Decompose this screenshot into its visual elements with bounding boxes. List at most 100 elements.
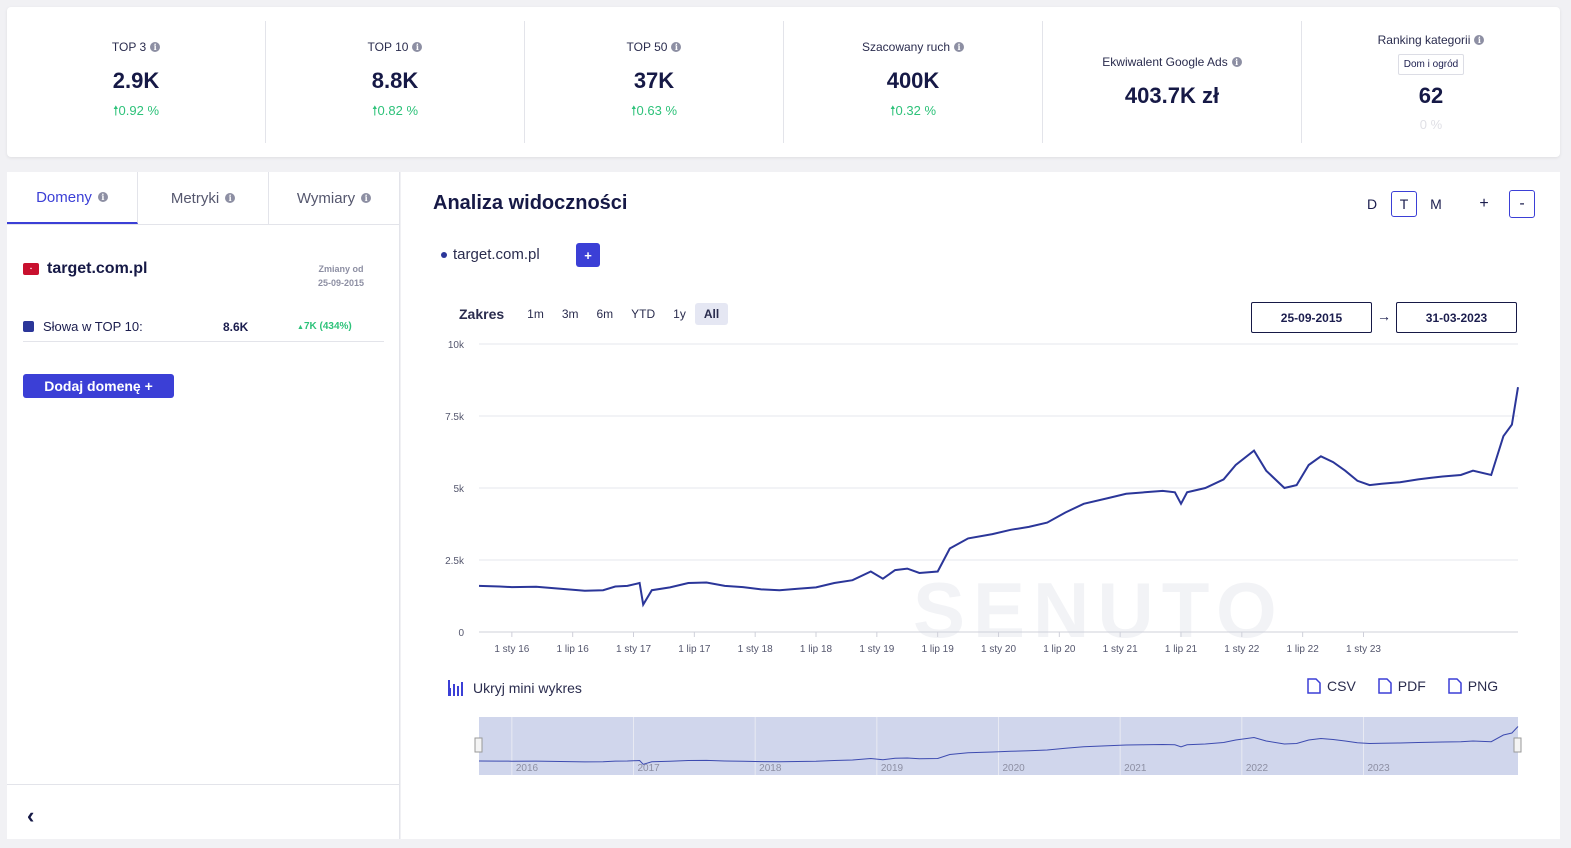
zoom-out-button[interactable]: - — [1509, 190, 1535, 218]
stat-label: TOP 3 — [111, 40, 147, 54]
x-tick-label: 1 lip 16 — [557, 644, 590, 655]
navigator-year-label: 2021 — [1124, 763, 1147, 774]
stat-label: Ekwiwalent Google Ads — [1102, 55, 1228, 69]
info-icon[interactable]: i — [671, 42, 682, 52]
stat-change: 0.32 % — [895, 103, 937, 118]
navigator-year-label: 2018 — [759, 763, 782, 774]
zoom-controls: + - — [1471, 190, 1535, 218]
date-to-input[interactable]: 31-03-2023 — [1396, 302, 1517, 333]
stat-top10: TOP 10 i 8.8K 🠕0.82 % — [266, 21, 525, 143]
info-icon[interactable]: i — [954, 42, 965, 52]
export-csv-button[interactable]: CSV — [1307, 678, 1356, 694]
navigator-year-label: 2020 — [1003, 763, 1026, 774]
date-arrow: → — [1377, 308, 1391, 324]
range-6m[interactable]: 6m — [596, 307, 614, 321]
navigator-year-label: 2017 — [638, 763, 661, 774]
stat-value: 8.8K — [371, 68, 419, 93]
granularity-d[interactable]: D — [1366, 196, 1378, 212]
arrow-up-icon: 🠕 — [371, 103, 378, 118]
stat-label: TOP 10 — [367, 40, 409, 54]
stat-label: Ranking kategorii — [1377, 32, 1471, 47]
tab-bar: Domeny i Metryki i Wymiary i — [7, 172, 399, 225]
metric-label: Słowa w TOP 10: — [43, 319, 143, 334]
y-tick-label: 0 — [458, 628, 464, 639]
add-domain-button[interactable]: Dodaj domenę + — [23, 374, 174, 398]
stat-value: 2.9K — [112, 68, 160, 93]
info-icon[interactable]: i — [150, 42, 161, 52]
navigator-year-label: 2016 — [516, 763, 539, 774]
export-pdf-button[interactable]: PDF — [1378, 678, 1426, 694]
mini-toggle-label: Ukryj mini wykres — [473, 680, 582, 696]
stat-ads-equivalent: Ekwiwalent Google Ads i 403.7K zł — [1043, 21, 1302, 143]
stat-value: 400K — [886, 68, 940, 93]
tab-wymiary[interactable]: Wymiary i — [269, 172, 399, 224]
info-icon[interactable]: i — [1231, 57, 1242, 67]
info-icon[interactable]: i — [361, 193, 372, 203]
file-icon — [1448, 678, 1462, 694]
category-badge: Dom i ogród — [1397, 53, 1465, 75]
changes-label: Zmiany od — [318, 264, 364, 274]
range-1m[interactable]: 1m — [527, 307, 544, 321]
changes-since: Zmiany od 25-09-2015 — [318, 262, 364, 290]
stat-top50: TOP 50 i 37K 🠕0.63 % — [525, 21, 784, 143]
stat-change: 0 % — [1419, 116, 1443, 132]
stat-value: 62 — [1418, 82, 1444, 108]
chevron-left-icon[interactable]: ‹ — [27, 803, 35, 828]
series-color-icon — [23, 321, 34, 332]
zoom-in-button[interactable]: + — [1479, 195, 1489, 212]
stat-label: Szacowany ruch — [861, 40, 951, 54]
range-3m[interactable]: 3m — [561, 307, 579, 321]
tab-metryki[interactable]: Metryki i — [138, 172, 269, 224]
range-selector: Zakres 1m 3m 6m YTD 1y All — [459, 303, 729, 325]
info-icon[interactable]: i — [412, 42, 423, 52]
x-tick-label: 1 lip 21 — [1165, 644, 1198, 655]
x-tick-label: 1 sty 19 — [859, 644, 894, 655]
domain-name: target.com.pl — [47, 260, 148, 277]
x-tick-label: 1 sty 22 — [1224, 644, 1259, 655]
left-panel: Domeny i Metryki i Wymiary i ▪ target.com.p… — [7, 172, 400, 839]
range-label: Zakres — [459, 306, 505, 322]
file-icon — [1378, 678, 1392, 694]
tab-domeny[interactable]: Domeny i — [7, 172, 138, 224]
info-icon[interactable]: i — [97, 192, 108, 202]
x-tick-label: 1 sty 18 — [738, 644, 773, 655]
navigator-year-label: 2019 — [881, 763, 904, 774]
range-1y[interactable]: 1y — [673, 307, 686, 321]
x-tick-label: 1 lip 20 — [1043, 644, 1076, 655]
navigator-handle-left[interactable] — [474, 737, 483, 753]
arrow-up-icon: 🠕 — [889, 103, 896, 118]
navigator-year-label: 2022 — [1246, 763, 1269, 774]
arrow-up-icon: 🠕 — [630, 103, 637, 118]
navigator-handle-right[interactable] — [1513, 737, 1522, 753]
chart-legend[interactable]: target.com.pl — [441, 246, 540, 263]
y-tick-label: 5k — [453, 484, 465, 495]
info-icon[interactable]: i — [225, 193, 236, 203]
watermark: SENUTO — [913, 566, 1285, 654]
granularity-t[interactable]: T — [1391, 191, 1417, 217]
changes-date: 25-09-2015 — [317, 278, 364, 288]
range-all[interactable]: All — [694, 303, 729, 325]
info-icon[interactable]: i — [1474, 34, 1485, 45]
x-tick-label: 1 lip 18 — [800, 644, 833, 655]
mini-chart-navigator[interactable]: 2016 2017 2018 2019 2020 2021 2022 2023 — [401, 714, 1560, 784]
y-tick-label: 7.5k — [445, 412, 465, 423]
x-tick-label: 1 sty 16 — [494, 644, 529, 655]
add-series-button[interactable]: + — [576, 243, 600, 267]
stat-change: 0.82 % — [377, 103, 419, 118]
range-ytd[interactable]: YTD — [631, 307, 656, 321]
domain-row: ▪ target.com.pl — [23, 260, 147, 278]
export-buttons: CSV PDF PNG — [1307, 678, 1498, 694]
stat-value: 403.7K zł — [1124, 83, 1220, 108]
date-from-input[interactable]: 25-09-2015 — [1251, 302, 1372, 333]
stat-traffic: Szacowany ruch i 400K 🠕0.32 % — [784, 21, 1043, 143]
bar-chart-icon — [448, 680, 463, 696]
export-png-button[interactable]: PNG — [1448, 678, 1498, 694]
visibility-chart: SENUTO 0 2.5k 5k 7.5k 10k 1 sty 16 1 lip 16 1 s… — [445, 340, 1519, 655]
x-tick-label: 1 lip 17 — [678, 644, 711, 655]
page-title: Analiza widoczności — [433, 192, 628, 214]
stat-value: 37K — [633, 68, 675, 93]
x-tick-label: 1 sty 20 — [981, 644, 1016, 655]
granularity-m[interactable]: M — [1430, 196, 1442, 212]
mini-chart-toggle[interactable]: Ukryj mini wykres — [447, 678, 582, 698]
